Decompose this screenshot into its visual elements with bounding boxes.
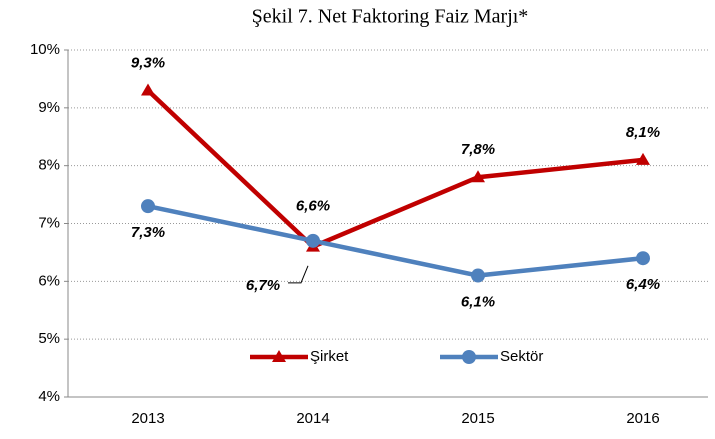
data-label: 6,7%	[246, 277, 280, 294]
y-tick-label: 5%	[38, 330, 60, 347]
y-tick-label: 4%	[38, 388, 60, 405]
x-tick-label: 2014	[296, 410, 329, 427]
y-tick-label: 9%	[38, 99, 60, 116]
y-tick-label: 6%	[38, 272, 60, 289]
chart-title: Şekil 7. Net Faktoring Faiz Marjı*	[252, 6, 529, 28]
point	[636, 152, 650, 165]
data-label: 6,4%	[626, 276, 660, 293]
point	[141, 83, 155, 96]
y-tick-label: 10%	[30, 41, 60, 58]
point	[306, 233, 320, 248]
y-tick-label: 8%	[38, 157, 60, 174]
y-tick-label: 7%	[38, 214, 60, 231]
x-tick-label: 2016	[626, 410, 659, 427]
x-tick-label: 2013	[131, 410, 164, 427]
data-label: 6,6%	[296, 198, 330, 215]
point	[471, 268, 485, 283]
legend-label: Sektör	[500, 348, 543, 365]
data-label: 7,3%	[131, 224, 165, 241]
data-label: 6,1%	[461, 294, 495, 311]
data-label: 7,8%	[461, 141, 495, 158]
series-line	[147, 203, 644, 278]
point	[141, 199, 155, 214]
legend-label: Şirket	[310, 348, 349, 365]
legend-marker	[462, 350, 476, 364]
x-tick-label: 2015	[461, 410, 494, 427]
point	[471, 170, 485, 183]
data-label: 8,1%	[626, 124, 660, 141]
data-label: 9,3%	[131, 54, 165, 71]
point	[636, 251, 650, 266]
series-line	[146, 88, 644, 250]
leader-line	[288, 265, 309, 284]
legend-marker	[272, 350, 286, 362]
